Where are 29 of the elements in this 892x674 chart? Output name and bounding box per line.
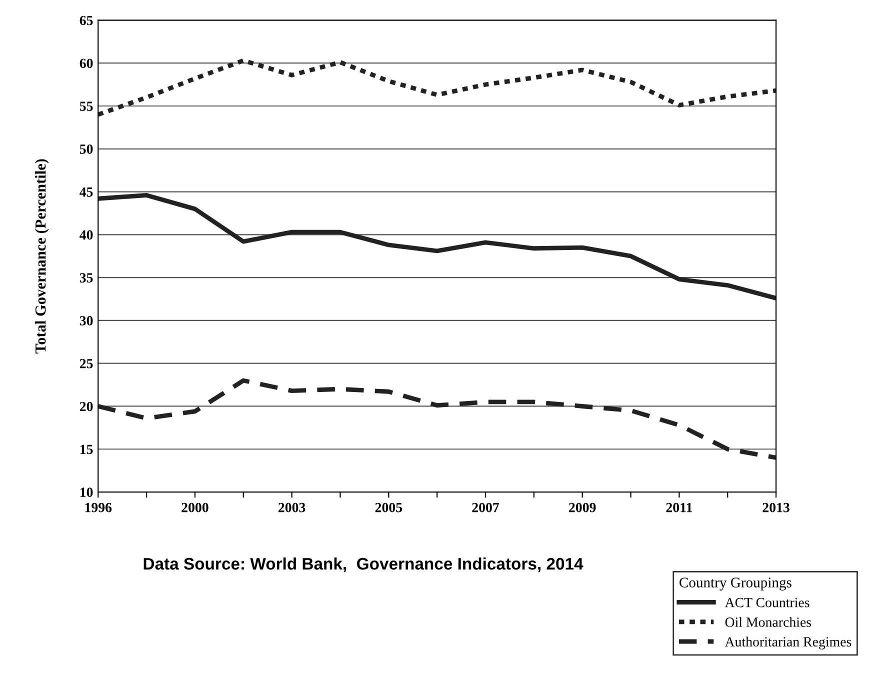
legend-label: Oil Monarchies — [725, 617, 812, 627]
legend-label: Authoritarian Regimes — [724, 636, 852, 650]
line-series — [98, 378, 776, 460]
x-tick-label: 2003 — [278, 502, 306, 512]
line-series — [98, 58, 776, 117]
y-tick-label: 30 — [80, 316, 93, 326]
x-tick-label: 2000 — [182, 502, 208, 512]
x-tick-label: 2005 — [375, 502, 402, 512]
x-tick-label: 2011 — [666, 502, 692, 512]
x-tick-label: 1996 — [85, 502, 112, 512]
y-tick-label: 50 — [80, 144, 93, 154]
y-tick-label: 60 — [80, 58, 93, 68]
x-tick-label: 2009 — [569, 502, 596, 512]
x-tick-label: 2013 — [762, 502, 790, 512]
y-tick-label: 35 — [80, 273, 93, 283]
y-axis-title: Total Governance (Percentile) — [34, 159, 49, 354]
legend-label: ACT Countries — [724, 598, 810, 608]
source-note: Data Source: World Bank, Governance Indicators, 2014 — [144, 557, 584, 572]
y-tick-label: 45 — [80, 187, 93, 197]
legend-title: Country Groupings — [680, 578, 792, 590]
y-tick-label: 25 — [80, 358, 93, 368]
y-tick-label: 40 — [80, 230, 93, 240]
y-tick-label: 15 — [80, 444, 93, 454]
y-tick-label: 65 — [80, 16, 93, 26]
y-tick-label: 20 — [80, 402, 93, 412]
y-tick-label: 55 — [80, 102, 93, 111]
line-series — [98, 192, 776, 300]
x-tick-label: 2007 — [472, 502, 500, 512]
y-tick-label: 10 — [80, 488, 93, 497]
